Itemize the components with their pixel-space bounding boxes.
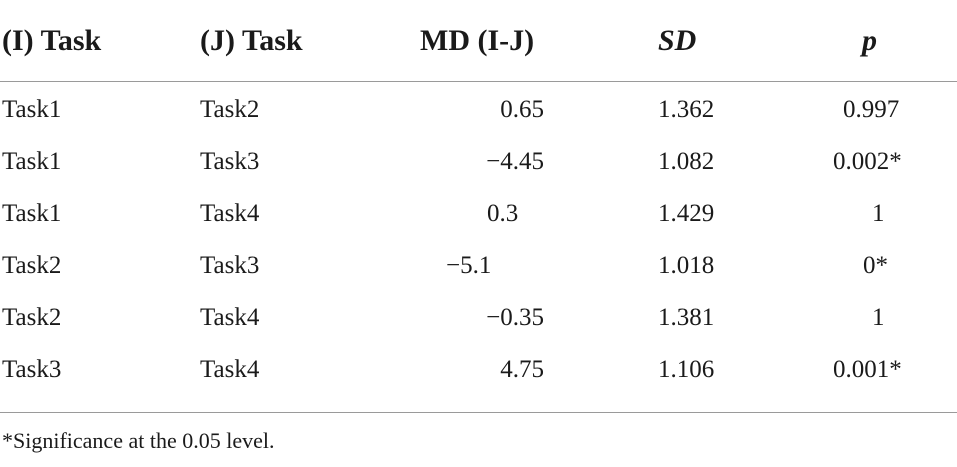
table-body: Task1 Task2 0.65 1.362 0.997 Task1 Task3… <box>0 82 957 397</box>
cell-j-task: Task2 <box>200 96 260 123</box>
table-footnote: *Significance at the 0.05 level. <box>2 428 275 453</box>
cell-j-task: Task4 <box>200 304 260 331</box>
cell-sd: 1.018 <box>658 252 715 279</box>
cell-p-value: 0.002* <box>833 148 902 175</box>
cell-j-task: Task3 <box>200 148 260 175</box>
table-header: (I) Task (J) Task MD (I-J) SD p <box>0 0 957 82</box>
cell-sd: 1.381 <box>658 304 715 331</box>
header-i-task: (I) Task <box>0 0 200 82</box>
cell-sd: 1.106 <box>658 356 715 383</box>
cell-p: 0.002* <box>795 136 957 188</box>
cell-i-task: Task2 <box>2 252 62 279</box>
cell-p: 1 <box>795 188 957 240</box>
cell-md: 0.65 <box>400 82 595 137</box>
table-row: Task2 Task4 −0.35 1.381 1 <box>0 292 957 344</box>
table-row: Task3 Task4 4.75 1.106 0.001* <box>0 344 957 396</box>
cell-i-task: Task1 <box>2 148 62 175</box>
comparison-table-container: (I) Task (J) Task MD (I-J) SD p Task1 Ta… <box>0 0 957 397</box>
cell-md-value: −5.1 <box>446 252 492 279</box>
cell-md-value: −4.45 <box>486 148 544 175</box>
cell-i-task: Task1 <box>2 200 62 227</box>
cell-p: 0.997 <box>795 82 957 137</box>
cell-i-task: Task3 <box>2 356 62 383</box>
cell-p: 1 <box>795 292 957 344</box>
cell-md-value: 0.65 <box>500 96 544 123</box>
cell-i-task: Task1 <box>2 96 62 123</box>
table-row: Task1 Task3 −4.45 1.082 0.002* <box>0 136 957 188</box>
table-row: Task1 Task2 0.65 1.362 0.997 <box>0 82 957 137</box>
cell-md-value: −0.35 <box>486 304 544 331</box>
cell-j-task: Task4 <box>200 200 260 227</box>
cell-md-value: 0.3 <box>487 200 519 227</box>
cell-j-task: Task3 <box>200 252 260 279</box>
cell-j-task: Task4 <box>200 356 260 383</box>
table-bottom-rule <box>0 412 957 413</box>
cell-md: −5.1 <box>400 240 595 292</box>
table-row: Task1 Task4 0.3 1.429 1 <box>0 188 957 240</box>
cell-md: −4.45 <box>400 136 595 188</box>
header-sd: SD <box>595 0 795 82</box>
cell-p-value: 0.997 <box>843 96 900 123</box>
cell-p-value: 0* <box>863 252 888 279</box>
cell-p: 0* <box>795 240 957 292</box>
cell-md-value: 4.75 <box>500 356 544 383</box>
table-row: Task2 Task3 −5.1 1.018 0* <box>0 240 957 292</box>
cell-sd: 1.362 <box>658 96 715 123</box>
cell-i-task: Task2 <box>2 304 62 331</box>
cell-p-value: 0.001* <box>833 356 902 383</box>
header-row: (I) Task (J) Task MD (I-J) SD p <box>0 0 957 82</box>
cell-md: 0.3 <box>400 188 595 240</box>
cell-p: 0.001* <box>795 344 957 396</box>
cell-md: −0.35 <box>400 292 595 344</box>
cell-sd: 1.429 <box>658 200 715 227</box>
header-p: p <box>795 0 957 82</box>
cell-p-value: 1 <box>872 304 885 331</box>
header-j-task: (J) Task <box>200 0 400 82</box>
cell-md: 4.75 <box>400 344 595 396</box>
cell-p-value: 1 <box>872 200 885 227</box>
cell-sd: 1.082 <box>658 148 715 175</box>
header-mean-difference: MD (I-J) <box>400 0 595 82</box>
pairwise-comparison-table: (I) Task (J) Task MD (I-J) SD p Task1 Ta… <box>0 0 957 397</box>
